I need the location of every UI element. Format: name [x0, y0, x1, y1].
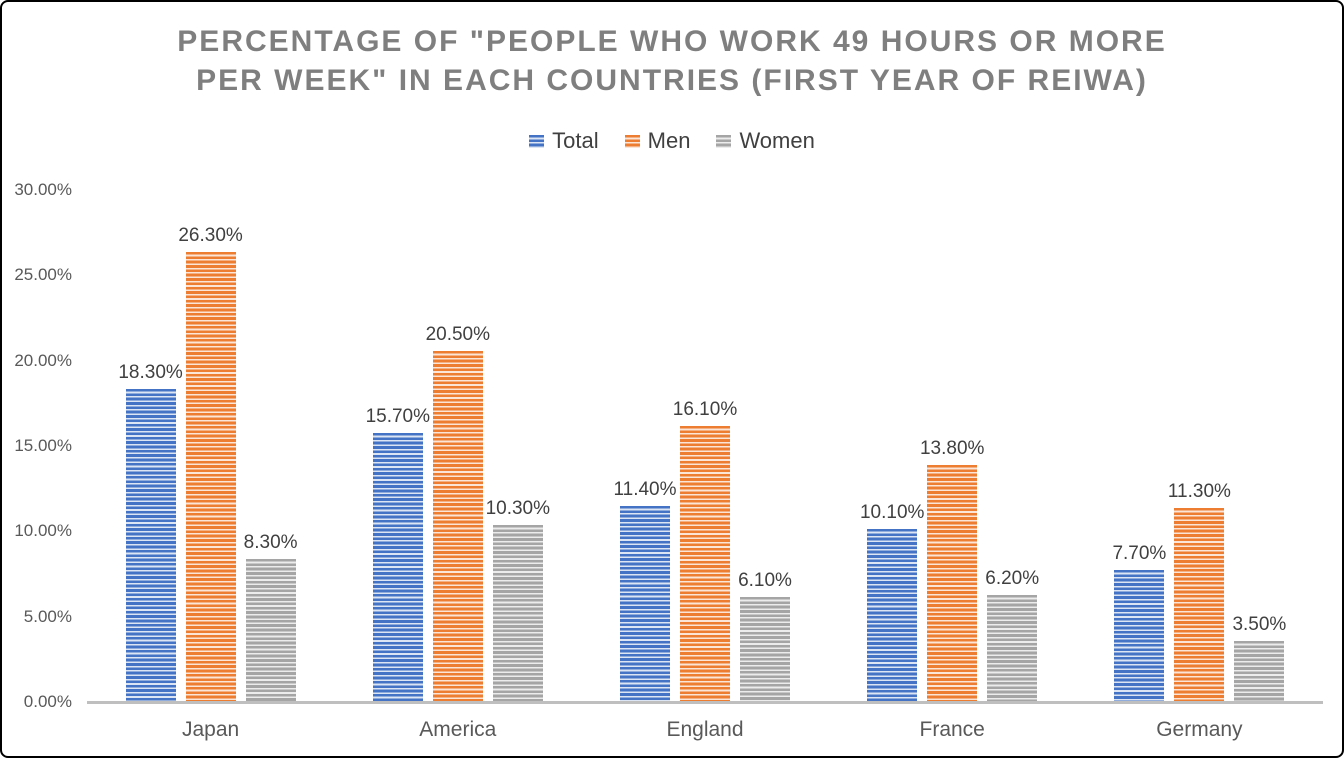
bar-total-france[interactable]: 10.10% — [860, 502, 924, 701]
x-axis-category-label-america: America — [419, 718, 497, 741]
legend-label: Total — [552, 128, 599, 153]
bar-total-england[interactable]: 11.40% — [613, 479, 677, 701]
y-axis-tick-label: 25.00% — [14, 265, 72, 285]
legend-label: Women — [739, 128, 815, 153]
data-label-total-england: 11.40% — [613, 479, 677, 501]
legend-label: Men — [647, 128, 691, 153]
bar-women-england[interactable]: 6.10% — [738, 570, 792, 701]
x-axis-category-label-japan: Japan — [181, 718, 240, 741]
data-label-men-germany: 11.30% — [1167, 481, 1231, 503]
chart-title-line2: PER WEEK" IN EACH COUNTRIES (FIRST YEAR … — [196, 64, 1148, 97]
y-axis-tick-label: 15.00% — [14, 435, 72, 455]
y-axis-tick-label: 5.00% — [23, 606, 72, 626]
y-axis-tick-label: 10.00% — [14, 521, 72, 541]
data-label-men-france: 13.80% — [919, 438, 985, 460]
data-label-total-france: 10.10% — [859, 501, 925, 523]
data-label-women-france: 6.20% — [985, 568, 1040, 590]
bar-total-germany[interactable]: 7.70% — [1112, 543, 1166, 701]
x-axis-category-label-england: England — [666, 718, 744, 741]
data-label-total-america: 15.70% — [365, 406, 431, 428]
bar-group-japan: 18.30% 26.30% 8.30% — [118, 225, 298, 701]
chart-title-line1: PERCENTAGE OF "PEOPLE WHO WORK 49 HOURS … — [177, 25, 1167, 58]
bar-group-germany: 7.70% 11.30% 3.50% — [1112, 481, 1286, 701]
bar-group-america: 15.70% 20.50% 10.30% — [366, 324, 550, 701]
bar-men-germany[interactable]: 11.30% — [1168, 481, 1231, 701]
legend-item-total[interactable]: Total — [529, 128, 599, 153]
bar-men-england[interactable]: 16.10% — [673, 399, 737, 701]
bar-total-america[interactable]: 15.70% — [366, 406, 430, 701]
chart-title: PERCENTAGE OF "PEOPLE WHO WORK 49 HOURS … — [2, 22, 1342, 100]
data-label-men-japan: 26.30% — [178, 225, 243, 247]
legend-marker-women — [716, 134, 732, 148]
legend-item-men[interactable]: Men — [624, 128, 691, 153]
bar-women-america[interactable]: 10.30% — [486, 498, 550, 701]
x-axis-line — [87, 701, 1323, 704]
bar-group-england: 11.40% 16.10% 6.10% — [613, 399, 792, 701]
bar-men-japan[interactable]: 26.30% — [178, 225, 243, 701]
x-axis-category-label-france: France — [919, 718, 985, 741]
bar-women-france[interactable]: 6.20% — [985, 568, 1039, 701]
legend: Total Men Women — [2, 130, 1342, 152]
data-label-men-england: 16.10% — [672, 399, 738, 421]
y-axis-tick-label: 30.00% — [14, 179, 72, 199]
data-label-women-japan: 8.30% — [243, 532, 298, 554]
y-axis-tick-label: 20.00% — [14, 350, 72, 370]
data-label-women-america: 10.30% — [485, 498, 551, 520]
data-label-men-america: 20.50% — [425, 324, 491, 346]
legend-marker-total — [529, 134, 545, 148]
data-label-total-germany: 7.70% — [1112, 542, 1167, 564]
bar-women-japan[interactable]: 8.30% — [244, 532, 298, 701]
x-axis-category-label-germany: Germany — [1156, 718, 1243, 741]
legend-item-women[interactable]: Women — [716, 128, 815, 153]
bar-group-france: 10.10% 13.80% 6.20% — [860, 438, 1039, 701]
legend-marker-men — [624, 134, 640, 148]
bar-men-america[interactable]: 20.50% — [426, 324, 490, 701]
data-label-women-england: 6.10% — [738, 569, 792, 591]
data-label-total-japan: 18.30% — [118, 361, 183, 383]
bar-men-france[interactable]: 13.80% — [920, 438, 984, 701]
bar-total-japan[interactable]: 18.30% — [118, 362, 183, 701]
y-axis-tick-label: 0.00% — [23, 692, 72, 711]
data-label-women-germany: 3.50% — [1232, 614, 1287, 636]
bar-women-germany[interactable]: 3.50% — [1232, 614, 1286, 701]
